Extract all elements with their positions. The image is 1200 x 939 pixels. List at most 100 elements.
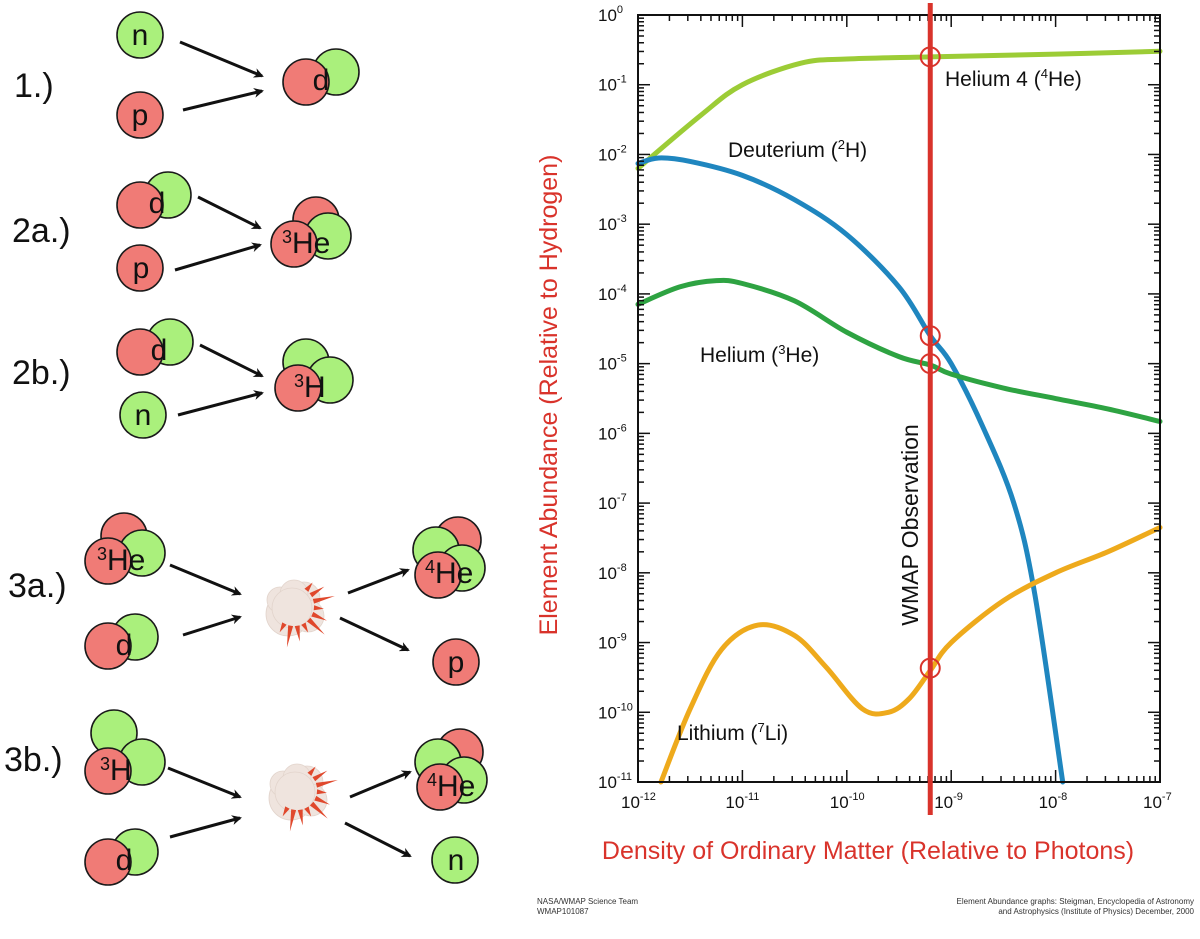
x-tick-exponent: -10 xyxy=(849,791,865,803)
arrow-icon xyxy=(174,242,262,272)
abundance-chart: 10010-110-210-310-410-510-610-710-810-91… xyxy=(535,3,1195,916)
y-tick-label: 10-4 xyxy=(598,283,627,304)
y-tick-label: 10-2 xyxy=(598,143,627,164)
arrow-icon xyxy=(169,563,242,596)
observation-marker xyxy=(919,325,941,347)
x-tick-exponent: -11 xyxy=(744,791,759,803)
x-tick-label: 10-7 xyxy=(1143,791,1172,812)
proton-icon xyxy=(274,364,322,412)
y-tick-exponent: -11 xyxy=(617,771,632,783)
explosion-icon xyxy=(265,579,335,648)
y-tick-exponent: -1 xyxy=(617,74,627,86)
neutron-icon xyxy=(119,391,167,439)
reaction-label-2b: 2b.) xyxy=(12,354,71,392)
y-tick-label: 10-6 xyxy=(598,422,627,443)
y-tick-label: 10-8 xyxy=(598,562,627,583)
arrow-icon xyxy=(344,821,412,858)
arrow-icon xyxy=(339,616,410,652)
y-tick-label: 10-10 xyxy=(598,701,633,722)
x-axis-title: Density of Ordinary Matter (Relative to … xyxy=(602,837,1134,865)
proton-icon xyxy=(116,181,164,229)
series-line-helium3 xyxy=(635,277,1163,424)
reaction-label-3b: 3b.) xyxy=(4,741,63,779)
y-tick-exponent: -3 xyxy=(617,213,627,225)
proton-icon xyxy=(116,244,164,292)
x-tick-exponent: -12 xyxy=(640,791,656,803)
proton-icon xyxy=(84,622,132,670)
y-tick-label: 10-3 xyxy=(598,213,627,234)
explosion-icon xyxy=(268,763,338,832)
arrow-icon xyxy=(182,614,242,637)
x-tick-base: 10 xyxy=(1039,793,1058,812)
h3-label: 3H xyxy=(100,754,132,787)
deuteron-label: d xyxy=(149,187,166,220)
proton-icon xyxy=(282,58,330,106)
observation-marker xyxy=(919,353,941,375)
y-tick-exponent: -7 xyxy=(617,492,627,504)
x-tick-base: 10 xyxy=(725,793,744,812)
y-tick-exponent: -5 xyxy=(617,353,627,365)
arrow-icon xyxy=(349,770,412,799)
reaction-label-1: 1.) xyxy=(14,67,54,105)
y-tick-base: 10 xyxy=(598,564,617,583)
plot-frame xyxy=(637,14,1161,783)
y-tick-exponent: -6 xyxy=(617,422,627,434)
proton-icon xyxy=(116,91,164,139)
he3-label: 3He xyxy=(282,227,330,260)
x-tick-exponent: -8 xyxy=(1058,791,1068,803)
y-tick-label: 10-9 xyxy=(598,632,627,653)
credit-left-2: WMAP101087 xyxy=(537,907,589,916)
x-tick-label: 10-12 xyxy=(621,791,656,812)
proton-label: p xyxy=(133,252,150,285)
credit-right-2: and Astrophysics (Institute of Physics) … xyxy=(998,907,1194,916)
reaction-label-2a: 2a.) xyxy=(12,212,71,250)
arrow-icon xyxy=(177,390,264,417)
proton-icon xyxy=(270,220,318,268)
y-tick-base: 10 xyxy=(598,355,617,374)
y-tick-label: 10-1 xyxy=(598,74,627,95)
proton-icon xyxy=(84,747,132,795)
arrow-icon xyxy=(179,40,264,78)
deuteron-label: d xyxy=(116,629,133,662)
reaction-diagram xyxy=(84,11,488,886)
y-tick-base: 10 xyxy=(598,773,617,792)
y-tick-exponent: 0 xyxy=(617,4,623,16)
neutron-label: n xyxy=(448,844,465,877)
deuteron-label: d xyxy=(313,64,330,97)
series-label-helium3: Helium (3He) xyxy=(700,342,819,367)
y-tick-label: 10-5 xyxy=(598,353,627,374)
y-tick-base: 10 xyxy=(598,634,617,653)
observation-marker xyxy=(919,657,941,679)
y-tick-base: 10 xyxy=(598,76,617,95)
y-tick-base: 10 xyxy=(598,215,617,234)
series-line-deuterium xyxy=(635,155,1066,785)
series-line-lithium xyxy=(658,524,1163,785)
x-tick-label: 10-9 xyxy=(934,791,963,812)
x-tick-exponent: -7 xyxy=(1162,791,1172,803)
observation-label: WMAP Observation xyxy=(897,424,923,626)
neutron-icon xyxy=(116,11,164,59)
x-tick-base: 10 xyxy=(934,793,953,812)
y-tick-exponent: -8 xyxy=(617,562,627,574)
h3-label: 3H xyxy=(294,371,326,404)
arrow-icon xyxy=(197,195,262,230)
x-tick-label: 10-11 xyxy=(725,791,759,812)
proton-icon xyxy=(432,638,480,686)
x-tick-exponent: -9 xyxy=(953,791,963,803)
x-tick-label: 10-10 xyxy=(830,791,865,812)
y-tick-exponent: -10 xyxy=(617,701,633,713)
y-tick-label: 100 xyxy=(598,4,623,25)
he3-label: 3He xyxy=(97,544,145,577)
x-tick-base: 10 xyxy=(830,793,849,812)
proton-icon xyxy=(116,328,164,376)
y-tick-exponent: -2 xyxy=(617,143,627,155)
observation-marker xyxy=(919,46,941,68)
y-tick-exponent: -9 xyxy=(617,632,627,644)
proton-icon xyxy=(416,763,464,811)
reaction-label-3a: 3a.) xyxy=(8,567,67,605)
reaction-diagram-text: 1.) 2a.) 2b.) 3a.) 3b.) n p d d p 3He d … xyxy=(4,19,475,877)
proton-label: p xyxy=(448,646,465,679)
credit-left-1: NASA/WMAP Science Team xyxy=(537,897,638,906)
y-axis-title: Element Abundance (Relative to Hydrogen) xyxy=(535,155,563,636)
